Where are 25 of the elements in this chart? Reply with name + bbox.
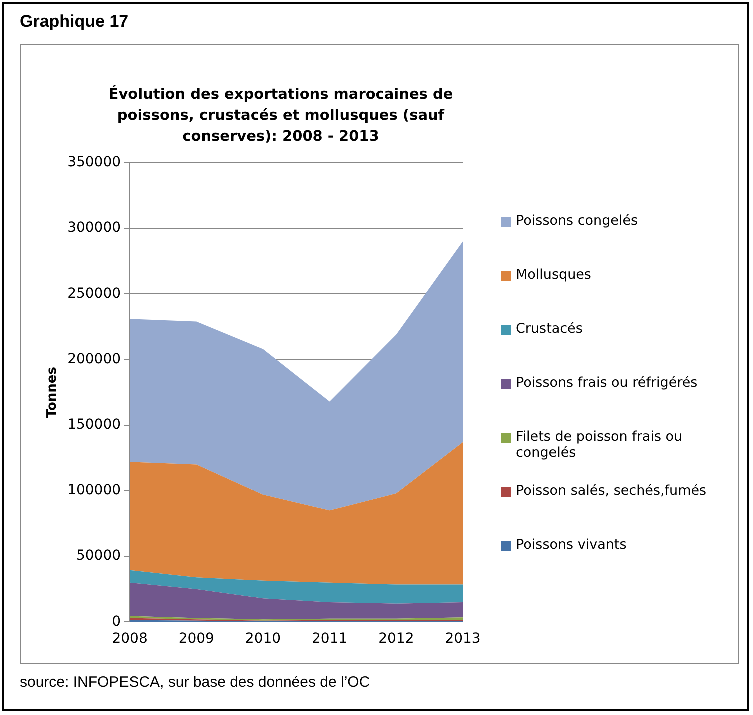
y-tick-label: 300000 — [68, 220, 122, 236]
legend-label: Filets de poisson frais ou congelés — [516, 429, 684, 461]
x-tick-label: 2011 — [312, 631, 348, 648]
x-tick-label: 2010 — [245, 631, 282, 648]
y-tick-label: 50000 — [76, 548, 122, 564]
x-tick-label: 2009 — [178, 631, 214, 648]
y-tick-label: 150000 — [68, 417, 122, 434]
source-note: source: INFOPESCA, sur base des données de l’OC — [20, 674, 370, 691]
text: Graphique 17 — [20, 12, 129, 32]
legend-label: Mollusques — [516, 267, 592, 283]
x-tick-label: 2013 — [445, 631, 481, 648]
legend-label: Poissons frais ou réfrigérés — [516, 375, 698, 391]
y-tick-label: 0 — [112, 614, 122, 630]
legend-label: Poissons congelés — [516, 213, 638, 229]
y-tick-label: 200000 — [68, 351, 122, 368]
y-tick-label: 250000 — [68, 286, 122, 302]
legend-label: Crustacés — [516, 321, 583, 337]
chart-title: Évolution des exportations marocaines de poissons, crustacés et mollusques (sauf conserves): 2008 - 2013 — [108, 85, 454, 147]
y-axis-title: Tonnes — [45, 366, 60, 418]
y-tick-label: 100000 — [68, 482, 122, 499]
x-tick-label: 2012 — [378, 631, 414, 648]
legend-label: Poisson salés, sechés,fumés — [516, 483, 707, 499]
x-tick-label: 2008 — [112, 631, 148, 648]
y-tick-label: 350000 — [68, 154, 122, 171]
legend-label: Poissons vivants — [516, 537, 627, 553]
